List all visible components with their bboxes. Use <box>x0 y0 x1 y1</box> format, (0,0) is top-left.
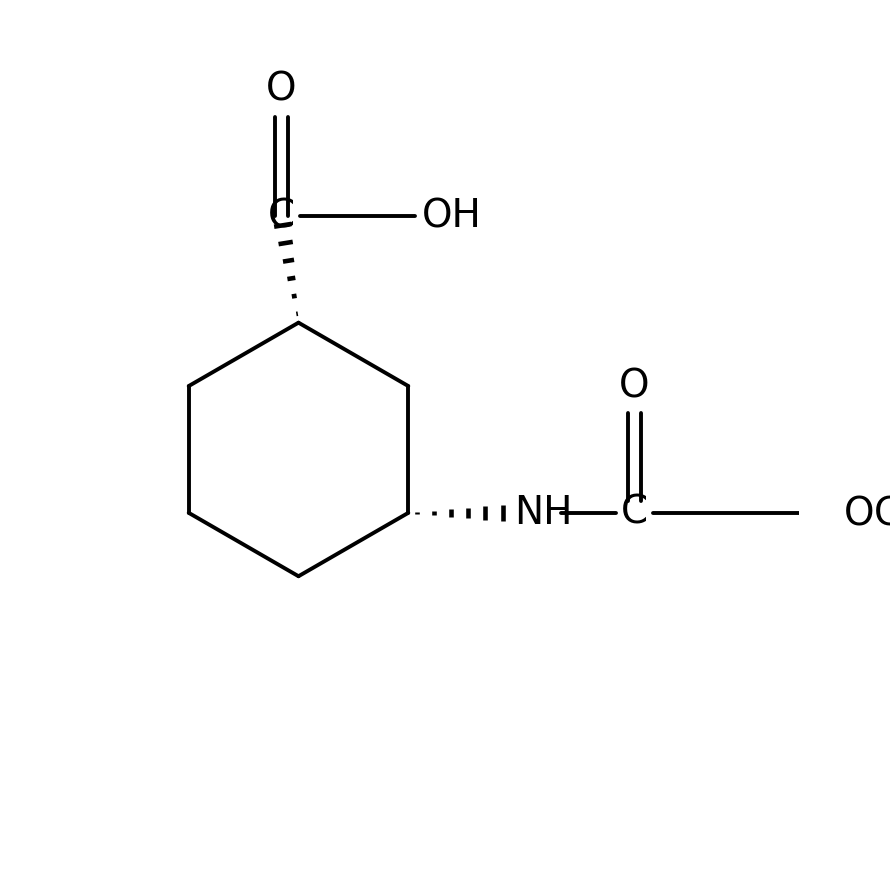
Text: C: C <box>621 494 648 532</box>
Text: OH: OH <box>422 198 481 236</box>
Text: O: O <box>266 71 296 109</box>
Text: NH: NH <box>514 494 573 532</box>
Text: C: C <box>268 198 295 236</box>
Text: OC(CH$_3$)$_3$: OC(CH$_3$)$_3$ <box>844 493 890 532</box>
Text: O: O <box>619 368 650 405</box>
